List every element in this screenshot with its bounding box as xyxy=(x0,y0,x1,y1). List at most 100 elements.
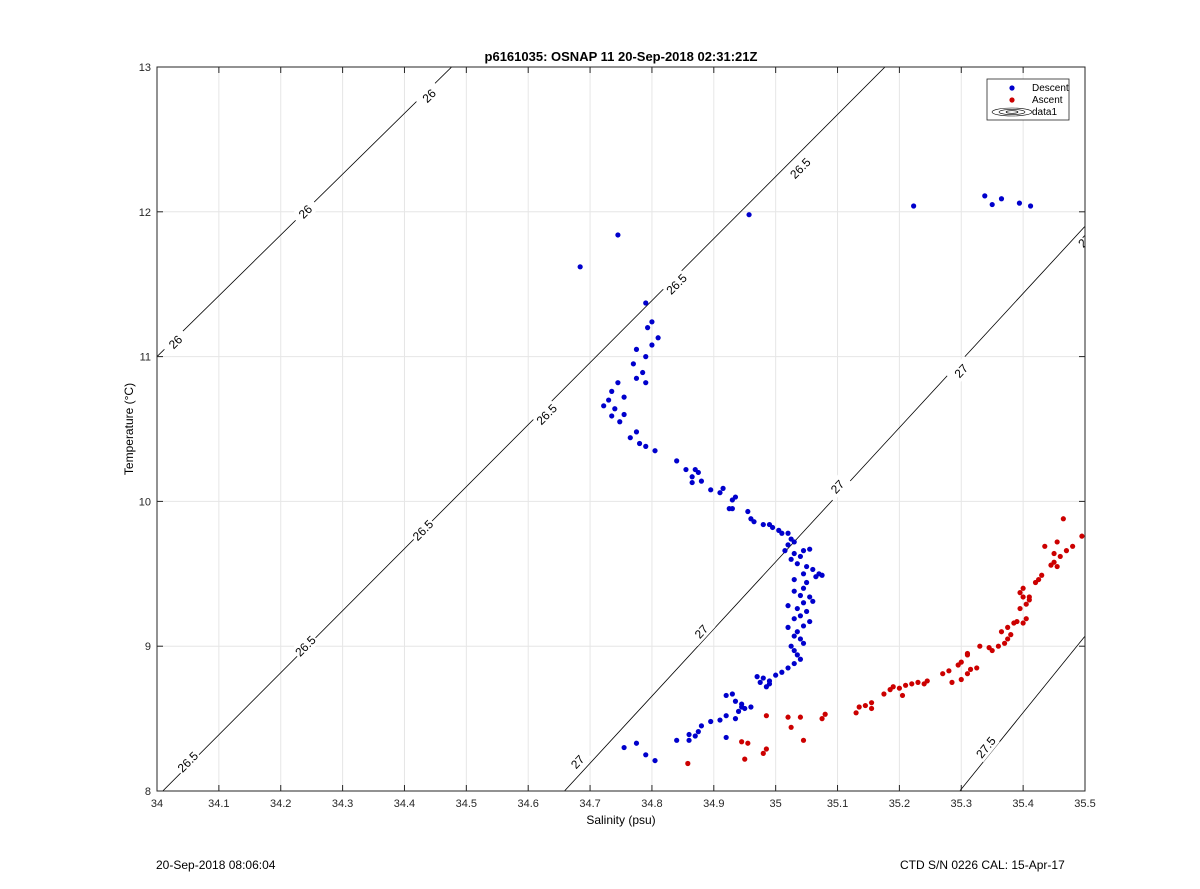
ascent-point xyxy=(958,676,964,683)
ascent-point xyxy=(890,684,896,690)
y-axis-label: Temperature (°C) xyxy=(122,383,136,475)
ascent-point xyxy=(822,711,828,717)
descent-point xyxy=(748,704,754,710)
descent-point xyxy=(810,598,816,604)
x-tick-label: 34.4 xyxy=(394,798,415,810)
descent-point xyxy=(810,566,816,573)
ascent-point xyxy=(974,665,980,671)
ascent-point xyxy=(1036,576,1042,583)
descent-point xyxy=(606,397,612,403)
ascent-point xyxy=(763,746,769,752)
descent-point xyxy=(674,737,680,743)
x-tick-label: 34.2 xyxy=(270,798,291,810)
contour-label: 26 xyxy=(414,81,444,111)
axes-frame xyxy=(156,66,1086,792)
descent-point xyxy=(785,530,791,536)
descent-point xyxy=(785,624,791,630)
descent-point xyxy=(785,603,791,609)
descent-point xyxy=(729,691,735,697)
legend-descent-marker xyxy=(1009,85,1015,91)
ascent-point xyxy=(1060,516,1066,522)
ascent-point xyxy=(1017,605,1023,612)
ascent-point xyxy=(909,681,915,687)
x-tick-label: 35.4 xyxy=(1012,798,1033,810)
ascent-point xyxy=(964,650,971,657)
descent-point xyxy=(779,669,785,675)
ascent-point xyxy=(856,704,862,710)
ascent-point xyxy=(853,710,859,716)
descent-point xyxy=(800,548,807,554)
descent-point xyxy=(982,193,988,199)
descent-point xyxy=(800,585,807,591)
descent-point xyxy=(800,623,807,629)
y-tick-label: 13 xyxy=(139,62,151,74)
y-tick-label: 10 xyxy=(139,496,151,508)
descent-point xyxy=(745,508,751,515)
descent-point xyxy=(643,300,649,306)
descent-point xyxy=(732,716,739,722)
descent-point xyxy=(621,411,627,418)
ascent-point xyxy=(1054,539,1060,545)
x-tick-label: 34.9 xyxy=(703,798,724,810)
descent-point xyxy=(689,474,695,480)
ascent-point xyxy=(946,668,952,674)
y-tick-label: 9 xyxy=(145,641,151,653)
ascent-point xyxy=(1020,620,1026,626)
descent-point xyxy=(735,708,742,714)
descent-point xyxy=(739,704,745,710)
descent-point xyxy=(717,717,723,723)
descent-point xyxy=(773,672,779,678)
x-tick-label: 34.6 xyxy=(517,798,538,810)
descent-point xyxy=(615,380,621,386)
ascent-point xyxy=(995,643,1001,649)
ascent-point xyxy=(915,679,921,686)
contour-label: 27 xyxy=(686,616,716,647)
descent-point xyxy=(791,616,797,622)
ascent-point xyxy=(739,739,745,745)
descent-point xyxy=(791,647,797,654)
descent-point xyxy=(633,429,640,435)
descent-point xyxy=(804,563,810,570)
descent-point xyxy=(612,406,618,412)
descent-point xyxy=(723,713,729,719)
descent-point xyxy=(645,325,651,331)
descent-point xyxy=(813,574,819,580)
legend: Descent Ascent data1 xyxy=(986,78,1070,121)
descent-point xyxy=(636,440,643,447)
ascent-point xyxy=(1023,601,1029,607)
descent-point xyxy=(708,487,714,493)
x-tick-label: 34.5 xyxy=(456,798,477,810)
contour-line-26-5 xyxy=(162,67,886,791)
chart-title: p6161035: OSNAP 11 20-Sep-2018 02:31:21Z xyxy=(485,49,758,64)
descent-point xyxy=(797,553,804,560)
footer-instrument-info: CTD S/N 0226 CAL: 15-Apr-17 xyxy=(900,858,1065,872)
descent-point xyxy=(698,478,705,484)
descent-point xyxy=(649,319,655,325)
ascent-point xyxy=(1014,618,1020,625)
descent-point xyxy=(794,561,800,567)
descent-point xyxy=(655,335,661,341)
y-tick-label: 8 xyxy=(145,786,151,798)
ascent-point xyxy=(1054,563,1060,570)
descent-point xyxy=(695,469,701,476)
ascent-point xyxy=(797,714,804,720)
x-tick-label: 34.8 xyxy=(641,798,662,810)
ascent-point xyxy=(785,714,791,720)
ascent-point xyxy=(949,679,955,686)
x-tick-label: 35.3 xyxy=(951,798,972,810)
descent-point xyxy=(807,618,813,625)
descent-point xyxy=(609,388,615,394)
descent-point xyxy=(794,629,800,635)
descent-point xyxy=(643,752,649,758)
descent-point xyxy=(797,636,804,642)
descent-point xyxy=(769,524,776,531)
ascent-point xyxy=(819,716,825,722)
data-points xyxy=(577,193,1085,767)
ascent-point xyxy=(868,705,875,712)
descent-point xyxy=(760,675,766,681)
descent-point xyxy=(782,548,788,554)
descent-point xyxy=(601,403,607,409)
axis-ticks: 34 34.1 34.2 34.3 34.4 34.5 34.6 34.7 34.8 34.9 35… xyxy=(139,62,1096,810)
x-tick-label: 34 xyxy=(151,798,163,810)
